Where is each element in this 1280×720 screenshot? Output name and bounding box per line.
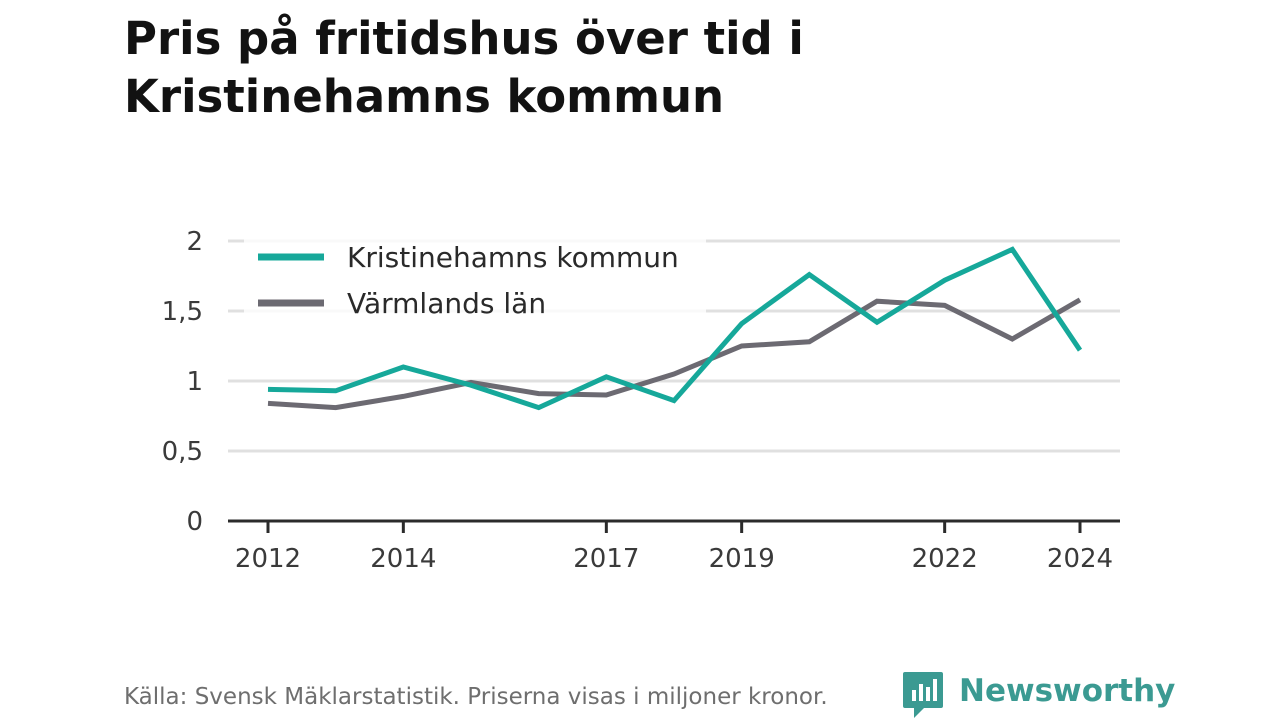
source-note: Källa: Svensk Mäklarstatistik. Priserna …: [124, 684, 828, 710]
brand-name: Newsworthy: [959, 673, 1176, 709]
x-tick-label: 2014: [370, 544, 436, 574]
y-tick-labels: 0 0,5 1 1,5 2: [162, 227, 203, 537]
y-tick-label: 2: [186, 227, 203, 257]
x-tick-label: 2019: [709, 544, 775, 574]
legend: Kristinehamns kommun Värmlands län: [244, 232, 706, 328]
legend-label: Värmlands län: [347, 287, 546, 320]
y-tick-label: 0: [186, 507, 203, 537]
newsworthy-logo-icon: [903, 672, 943, 718]
series-line: [267, 246, 1083, 411]
chart-title-line-2: Kristinehamns kommun: [124, 70, 725, 123]
series-line: [267, 297, 1082, 411]
chart-title-line-1: Pris på fritidshus över tid i: [124, 12, 804, 65]
legend-label: Kristinehamns kommun: [347, 241, 679, 274]
y-tick-label: 1,5: [162, 297, 203, 327]
chart-title: Pris på fritidshus över tid i Kristineha…: [124, 10, 1124, 126]
x-tick-label: 2012: [235, 544, 301, 574]
legend-background: [244, 232, 706, 328]
y-tick-label: 0,5: [162, 437, 203, 467]
series-lines: [267, 246, 1083, 411]
line-chart: 2012 2014 2017 2019 2022 2024 0 0,5 1 1,5 2 Krist…: [162, 227, 1120, 574]
x-tick-label: 2017: [573, 544, 639, 574]
x-axis: 2012 2014 2017 2019 2022 2024: [228, 519, 1120, 574]
x-tick-label: 2024: [1047, 544, 1113, 574]
y-tick-label: 1: [186, 367, 203, 397]
x-tick-label: 2022: [912, 544, 978, 574]
